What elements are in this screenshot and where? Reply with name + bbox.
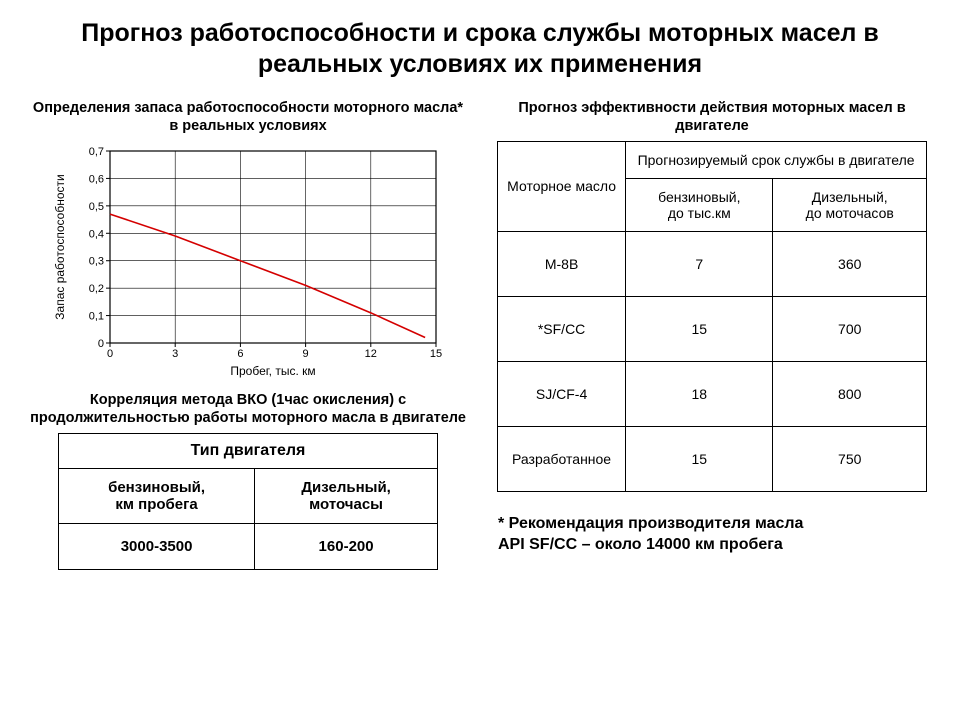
svg-text:9: 9: [303, 348, 309, 360]
right-subtitle: Прогноз эффективности действия моторных …: [492, 99, 932, 135]
val-diesel: 160-200: [255, 524, 438, 570]
table-row: Тип двигателя: [59, 434, 438, 469]
table-row: *SF/CC 15 700: [498, 296, 927, 361]
oil-v1: 7: [626, 231, 773, 296]
forecast-table: Моторное масло Прогнозируемый срок служб…: [497, 141, 927, 492]
svg-text:0,5: 0,5: [89, 201, 104, 213]
table-row: бензиновый,км пробега Дизельный,моточасы: [59, 469, 438, 524]
oil-v2: 750: [773, 426, 927, 491]
val-gasoline: 3000-3500: [59, 524, 255, 570]
oil-v1: 15: [626, 296, 773, 361]
svg-text:0,7: 0,7: [89, 146, 104, 158]
oil-v1: 18: [626, 361, 773, 426]
correlation-subtitle: Корреляция метода ВКО (1час окисления) с…: [28, 391, 468, 427]
svg-text:Запас работоспособности: Запас работоспособности: [53, 174, 67, 319]
footnote: * Рекомендация производителя маслаAPI SF…: [498, 514, 932, 556]
svg-text:0,1: 0,1: [89, 310, 104, 322]
engine-type-header: Тип двигателя: [59, 434, 438, 469]
engine-type-table: Тип двигателя бензиновый,км пробега Дизе…: [58, 433, 438, 570]
lifespan-header: Прогнозируемый срок службы в двигателе: [626, 141, 927, 178]
oil-name: М-8В: [498, 231, 626, 296]
oil-v1: 15: [626, 426, 773, 491]
oil-header: Моторное масло: [498, 141, 626, 231]
oil-v2: 360: [773, 231, 927, 296]
table-row: 3000-3500 160-200: [59, 524, 438, 570]
svg-text:0,3: 0,3: [89, 255, 104, 267]
svg-text:0,2: 0,2: [89, 283, 104, 295]
table-row: М-8В 7 360: [498, 231, 927, 296]
reserve-chart: 0 3 6 9 12 15 0 0,1 0,2 0,3 0,4 0,5 0,6 0,7 Пробег, ты…: [48, 141, 448, 381]
oil-name: Разработанное: [498, 426, 626, 491]
col-diesel-hours: Дизельный,до моточасов: [773, 178, 927, 231]
page-title: Прогноз работоспособности и срока службы…: [28, 18, 932, 81]
svg-text:Пробег, тыс. км: Пробег, тыс. км: [230, 364, 315, 378]
svg-text:0,4: 0,4: [89, 228, 104, 240]
col-diesel: Дизельный,моточасы: [255, 469, 438, 524]
oil-v2: 700: [773, 296, 927, 361]
svg-text:3: 3: [172, 348, 178, 360]
oil-name: *SF/CC: [498, 296, 626, 361]
col-gasoline: бензиновый,км пробега: [59, 469, 255, 524]
table-row: Разработанное 15 750: [498, 426, 927, 491]
oil-name: SJ/CF-4: [498, 361, 626, 426]
svg-text:0: 0: [107, 348, 113, 360]
table-row: SJ/CF-4 18 800: [498, 361, 927, 426]
svg-text:6: 6: [237, 348, 243, 360]
svg-text:15: 15: [430, 348, 442, 360]
col-gasoline-km: бензиновый,до тыс.км: [626, 178, 773, 231]
svg-text:0: 0: [98, 338, 104, 350]
table-row: Моторное масло Прогнозируемый срок служб…: [498, 141, 927, 178]
svg-text:0,6: 0,6: [89, 173, 104, 185]
chart-subtitle: Определения запаса работоспособности мот…: [28, 99, 468, 135]
oil-v2: 800: [773, 361, 927, 426]
svg-text:12: 12: [365, 348, 377, 360]
